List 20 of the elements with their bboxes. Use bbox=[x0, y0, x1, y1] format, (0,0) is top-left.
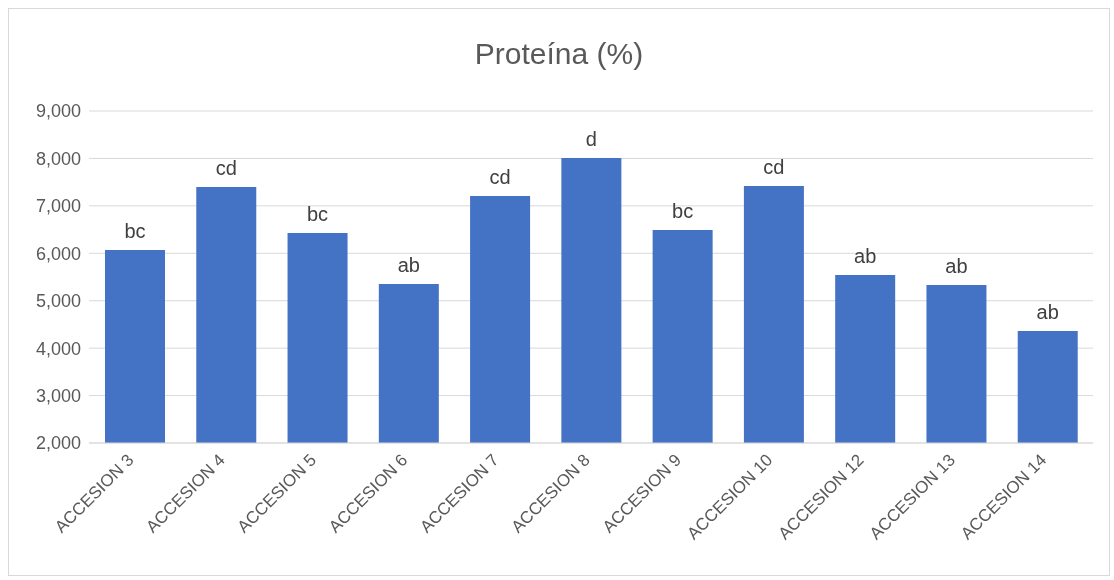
data-label: ab bbox=[1036, 301, 1059, 324]
y-tick-label: 8,000 bbox=[35, 148, 81, 169]
data-label: bc bbox=[306, 202, 329, 225]
data-label: ab bbox=[854, 245, 877, 268]
data-label: ab bbox=[397, 254, 420, 277]
y-tick-label: 7,000 bbox=[35, 196, 81, 217]
data-label: cd bbox=[215, 156, 237, 179]
chart-title: Proteína (%) bbox=[473, 37, 645, 71]
y-tick-label: 3,000 bbox=[35, 385, 81, 406]
data-label: bc bbox=[672, 200, 694, 223]
y-tick-label: 9,000 bbox=[35, 101, 81, 122]
y-tick-label: 2,000 bbox=[35, 433, 81, 454]
y-tick-label: 5,000 bbox=[35, 291, 81, 312]
y-tick-label: 4,000 bbox=[35, 338, 81, 359]
data-label: ab bbox=[945, 255, 968, 278]
data-label: d bbox=[585, 127, 597, 150]
data-label: cd bbox=[489, 165, 511, 188]
data-label: bc bbox=[124, 219, 146, 242]
data-label: cd bbox=[763, 155, 785, 178]
y-tick-label: 6,000 bbox=[35, 243, 81, 264]
